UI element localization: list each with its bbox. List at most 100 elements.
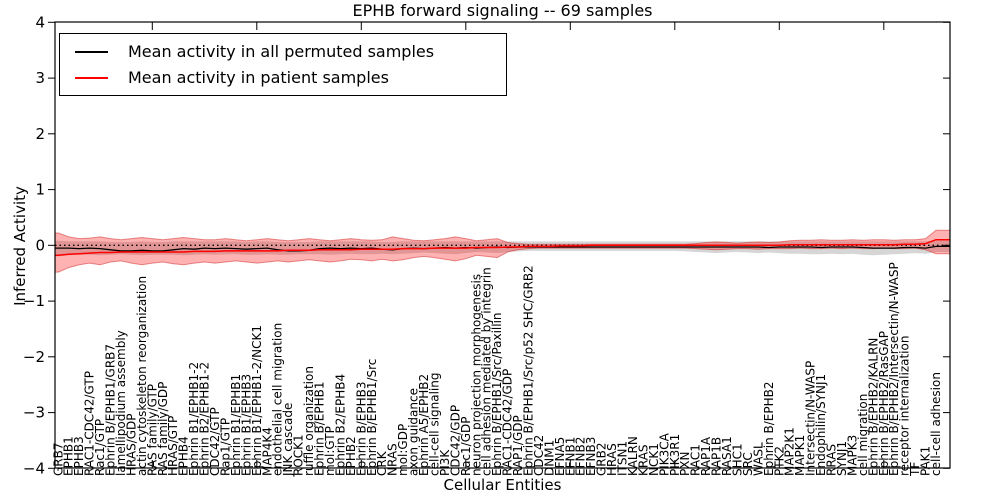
x-category-label: RASA1 <box>720 436 734 476</box>
x-category-label: RAP1/GDP <box>511 415 525 476</box>
x-category-label: SYNJ1 <box>835 441 849 476</box>
x-category-label: ruffle organization <box>302 366 316 476</box>
x-category-label: MAP4K4 <box>260 427 274 476</box>
x-category-label: Ephrin B2/EPHB4 <box>333 374 347 476</box>
x-category-label: EPHB4 <box>177 436 191 476</box>
x-category-label: EPHB2 <box>344 436 358 476</box>
y-tick-label: 1 <box>35 181 45 199</box>
x-category-label: NRAS <box>386 443 400 476</box>
x-category-label: PTK2 <box>772 446 786 476</box>
y-tick-label: 2 <box>35 125 45 143</box>
x-category-label: actin cytoskeleton reorganization <box>135 276 149 476</box>
x-category-label: endothelial cell migration <box>271 323 285 476</box>
x-category-label: TF <box>908 462 922 477</box>
x-category-label: PI3K <box>438 449 452 476</box>
x-category-label: RAS family/GDP <box>156 382 170 476</box>
patient-band-lower-edge <box>55 247 950 273</box>
x-category-label: EFNB2 <box>574 437 588 476</box>
x-category-label: neuron projection morphogenesis <box>469 274 483 476</box>
x-category-label: JNK cascade <box>281 403 295 477</box>
patient-band-upper-edge <box>55 229 950 245</box>
x-category-label: ITSN1 <box>616 441 630 476</box>
x-category-label: CDC42 <box>532 435 546 476</box>
y-tick-label: 3 <box>35 69 45 87</box>
x-category-label: Endophilin/SYNJ1 <box>814 374 828 476</box>
x-category-label: Ephrin B1/EPHB1-2/NCK1 <box>250 325 264 476</box>
x-category-label: EPHB1 <box>62 436 76 476</box>
x-category-label: Ephrin B1/EPHB1 <box>229 374 243 476</box>
x-category-label: Intersectin/N-WASP <box>804 361 818 476</box>
x-category-label: Ephrin B/EPHB1/Src/Paxillin <box>490 312 504 476</box>
x-category-label: GRB2 <box>595 442 609 476</box>
x-category-label: MAP2K1 <box>783 427 797 476</box>
patient-confidence-band <box>55 230 950 273</box>
x-category-label: Rap1/GTP <box>219 418 233 476</box>
x-category-label: KALRN <box>626 436 640 476</box>
x-category-label: DNM1 <box>542 440 556 476</box>
plot-area <box>55 229 950 273</box>
x-category-label: Ephrin B/EPHB1/GRB7 <box>104 344 118 476</box>
x-category-label: CDC42/GDP <box>448 405 462 476</box>
x-category-label: RAP1B <box>710 437 724 476</box>
x-category-label: MAPK3 <box>845 435 859 476</box>
x-category-label: RAP1A <box>699 436 713 476</box>
x-category-label: Ephrin B/EPHB2/Intersectin/N-WASP <box>887 262 901 476</box>
x-category-label: lamellipodium assembly <box>114 330 128 476</box>
x-category-label: cell-cell signaling <box>428 373 442 477</box>
y-tick-label: −4 <box>23 459 45 477</box>
x-category-label: CRK <box>375 450 389 476</box>
x-category-label: EFNA5 <box>553 437 567 476</box>
x-category-label: axon guidance <box>407 388 421 476</box>
x-category-label: ROCK1 <box>292 434 306 476</box>
x-category-label: GRB7 <box>51 442 65 476</box>
x-category-label: EFNB3 <box>584 437 598 476</box>
x-category-label: Ephrin B/EPHB3 <box>354 382 368 476</box>
x-category-label: Rac1/GDP <box>459 417 473 476</box>
legend-label-patient: Mean activity in patient samples <box>128 68 389 87</box>
x-category-label: HRAS/GDP <box>124 413 138 476</box>
x-category-label: RAC1-CDC42/GDP <box>501 369 515 476</box>
x-category-label: Ephrin B/EPHB2/KALRN <box>866 338 880 476</box>
x-category-label: HRAS/GTP <box>166 416 180 476</box>
x-category-label: RRAS <box>825 444 839 476</box>
x-category-label: Ephrin B/EPHB2 <box>762 382 776 476</box>
x-category-label: mol:GTP <box>323 426 337 476</box>
x-category-label: cell migration <box>856 394 870 476</box>
x-category-label: PXN <box>678 452 692 476</box>
x-category-label: PIK3CA <box>657 432 671 476</box>
x-category-label: MAPK1 <box>793 435 807 476</box>
legend-entry-permuted: Mean activity in all permuted samples <box>75 42 506 61</box>
y-tick-label: −1 <box>23 292 45 310</box>
legend-entry-patient: Mean activity in patient samples <box>75 68 506 87</box>
x-category-label: SRC <box>741 452 755 476</box>
x-category-label: Rac1/GTP <box>93 419 107 476</box>
x-category-label: Ephrin B1/EPHB3 <box>239 374 253 476</box>
x-category-label: cell-cell adhesion <box>929 372 943 476</box>
y-tick-label: 0 <box>35 236 45 254</box>
x-category-label: RAC1-CDC42/GTP <box>83 371 97 476</box>
y-tick-label: −2 <box>23 348 45 366</box>
x-category-label: KRAS <box>636 444 650 476</box>
patient-mean-line <box>55 238 950 257</box>
x-category-label: NCK1 <box>647 443 661 476</box>
y-tick-label: 4 <box>35 13 45 31</box>
x-axis-label: Cellular Entities <box>443 476 562 494</box>
x-category-label: Ephrin B/EPHB1/Src/p52 SHC/GRB2 <box>522 265 536 476</box>
x-category-label: WASL <box>751 442 765 476</box>
legend-line-red-icon <box>75 76 108 79</box>
x-category-label: SHC1 <box>731 443 745 476</box>
x-category-label: cell adhesion mediated by integrin <box>480 267 494 476</box>
x-category-label: mol:GDP <box>396 424 410 476</box>
x-category-label: Ephrin A5/EPHB2 <box>417 374 431 476</box>
x-category-label: Ephrin B/EPHB2/RasGAP <box>877 331 891 476</box>
x-category-label: PIK3R1 <box>668 434 682 476</box>
x-category-label: Ephrin B/EPHB1 <box>313 382 327 476</box>
x-category-label: Ephrin B/EPHB1/Src <box>365 359 379 476</box>
x-category-label: PAK1 <box>919 446 933 476</box>
x-category-label: RAS family/GTP <box>145 384 159 476</box>
x-category-label: RAC1 <box>689 444 703 476</box>
legend-box: Mean activity in all permuted samples Me… <box>59 33 507 96</box>
x-category-label: EFNB1 <box>563 437 577 476</box>
